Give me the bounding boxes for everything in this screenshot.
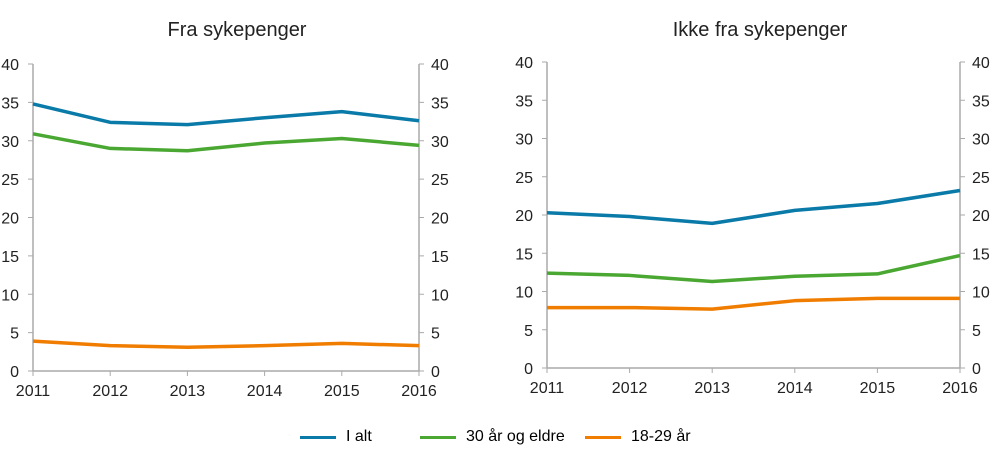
y-tick-label-left: 15: [515, 246, 533, 263]
y-tick-label-right: 25: [431, 172, 449, 189]
legend-item-18-29-ar: 18-29 år: [585, 428, 691, 446]
legend-swatch: [420, 435, 456, 439]
series-line-30-år-og-eldre: [546, 253, 961, 284]
legend-label: 30 år og eldre: [466, 428, 565, 445]
x-tick-label: 2016: [401, 383, 437, 400]
y-tick-label-left: 40: [1, 57, 19, 74]
y-tick-label-right: 5: [431, 326, 440, 343]
legend-item-30-ar-og-eldre: 30 år og eldre: [420, 428, 565, 446]
y-tick-label-right: 15: [972, 246, 990, 263]
series-line-18-29-år: [32, 339, 420, 349]
series-line-18-29-år: [547, 296, 960, 311]
y-tick-label-left: 10: [1, 287, 19, 304]
y-tick-label-right: 20: [431, 211, 449, 228]
x-tick-label: 2013: [170, 383, 206, 400]
x-tick-label: 2012: [92, 383, 128, 400]
legend-label: 18-29 år: [631, 428, 691, 445]
x-tick-label: 2015: [860, 380, 896, 397]
series-line-i-alt: [546, 188, 961, 226]
y-tick-label-left: 30: [1, 134, 19, 151]
legend-label: I alt: [346, 428, 372, 445]
y-tick-label-right: 5: [972, 323, 981, 340]
y-tick-label-right: 35: [972, 93, 990, 110]
chart-title: Fra sykepenger: [168, 19, 307, 41]
y-tick-label-right: 35: [431, 95, 449, 112]
y-tick-label-right: 40: [431, 57, 449, 74]
x-tick-label: 2016: [942, 380, 978, 397]
y-tick-label-left: 15: [1, 249, 19, 266]
x-tick-label: 2013: [694, 380, 730, 397]
x-tick-label: 2015: [324, 383, 360, 400]
legend-swatch: [585, 435, 621, 439]
x-tick-label: 2012: [612, 380, 648, 397]
y-tick-label-right: 10: [431, 287, 449, 304]
y-tick-label-left: 10: [515, 285, 533, 302]
y-tick-label-right: 0: [972, 361, 981, 378]
legend-item-i-alt: I alt: [300, 428, 372, 446]
y-tick-label-right: 10: [972, 285, 990, 302]
y-tick-label-left: 35: [1, 95, 19, 112]
y-tick-label-left: 20: [1, 211, 19, 228]
legend: I alt 30 år og eldre 18-29 år: [0, 428, 1000, 452]
y-tick-label-right: 25: [972, 170, 990, 187]
chart-title: Ikke fra sykepenger: [673, 19, 848, 41]
legend-swatch: [300, 435, 336, 439]
y-tick-label-left: 30: [515, 132, 533, 149]
y-tick-label-right: 20: [972, 208, 990, 225]
y-tick-label-right: 0: [431, 364, 440, 381]
y-tick-label-left: 35: [515, 93, 533, 110]
series-line-30-år-og-eldre: [32, 132, 420, 153]
y-tick-label-left: 0: [524, 361, 533, 378]
y-tick-label-right: 30: [972, 132, 990, 149]
y-tick-label-left: 25: [1, 172, 19, 189]
y-tick-label-left: 40: [515, 55, 533, 72]
y-tick-label-right: 15: [431, 249, 449, 266]
y-tick-label-left: 0: [10, 364, 19, 381]
y-tick-label-right: 40: [972, 55, 990, 72]
y-tick-label-left: 5: [524, 323, 533, 340]
y-tick-label-left: 5: [10, 326, 19, 343]
x-tick-label: 2011: [530, 380, 565, 397]
x-tick-label: 2014: [777, 380, 813, 397]
x-tick-label: 2011: [16, 383, 51, 400]
series-line-i-alt: [32, 102, 420, 127]
y-tick-label-left: 25: [515, 170, 533, 187]
y-tick-label-left: 20: [515, 208, 533, 225]
x-tick-label: 2014: [247, 383, 283, 400]
y-tick-label-right: 30: [431, 134, 449, 151]
